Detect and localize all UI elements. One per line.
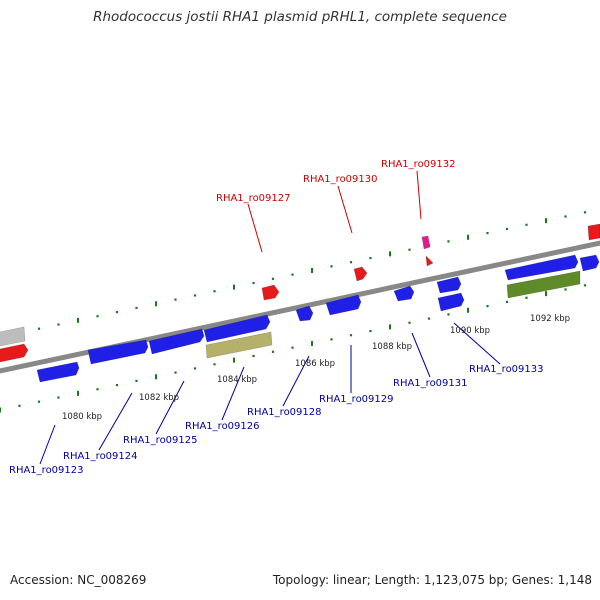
gene-ro09126-cds[interactable]	[203, 314, 271, 343]
gene-ro09127-cds[interactable]	[261, 284, 280, 301]
reverse-gene-label[interactable]: RHA1_ro09123	[9, 465, 84, 476]
axis-tick-label: 1088 kbp	[372, 342, 412, 352]
khaki-feature	[205, 331, 273, 359]
reverse-gene-callout-line	[39, 424, 56, 465]
sequence-summary: Topology: linear; Length: 1,123,075 bp; …	[272, 573, 592, 587]
reverse-gene-callout-line	[411, 332, 431, 378]
gene-ro09131-cds[interactable]	[393, 285, 415, 302]
gene-ro09123-cds[interactable]	[36, 361, 80, 383]
gene-ro09125-cds[interactable]	[148, 328, 205, 355]
axis-tick-label: 1086 kbp	[295, 359, 335, 369]
olive-feature	[506, 270, 581, 299]
reverse-gene-callout-line	[282, 355, 310, 407]
forward-gene-callout-line	[247, 203, 263, 253]
forward-gene-label[interactable]: RHA1_ro09130	[303, 174, 378, 185]
upper-tick-track	[0, 211, 587, 340]
reverse-gene-label[interactable]: RHA1_ro09129	[319, 394, 394, 405]
gene-right-red-cds[interactable]	[587, 223, 600, 241]
lower-tick-track	[0, 284, 587, 413]
reverse-gene-label[interactable]: RHA1_ro09125	[123, 435, 198, 446]
gene-edge-cds[interactable]	[579, 254, 600, 272]
forward-gene-callout-line	[416, 170, 422, 220]
reverse-gene-callout-line	[98, 392, 133, 451]
reverse-gene-callout-line	[453, 322, 501, 365]
axis-tick-label: 1092 kbp	[530, 314, 570, 324]
forward-gene-callout-line	[337, 185, 353, 234]
magenta-feature	[421, 235, 431, 250]
reverse-gene-label[interactable]: RHA1_ro09124	[63, 451, 138, 462]
gene-ro09133b-cds[interactable]	[437, 292, 465, 312]
gene-ro09133-cds[interactable]	[436, 276, 462, 294]
axis-tick-label: 1080 kbp	[62, 412, 102, 422]
forward-gene-label[interactable]: RHA1_ro09127	[216, 193, 291, 204]
gene-ro09130-cds[interactable]	[353, 266, 368, 282]
reverse-gene-label[interactable]: RHA1_ro09128	[247, 407, 322, 418]
axis-tick-label: 1082 kbp	[139, 393, 179, 403]
reverse-gene-label[interactable]: RHA1_ro09133	[469, 364, 544, 375]
gene-ro09128-cds[interactable]	[295, 305, 314, 322]
gene-left-red-cds[interactable]	[0, 343, 29, 363]
axis-tick-label: 1084 kbp	[217, 375, 257, 385]
accession-label: Accession: NC_008269	[10, 573, 147, 587]
map-title: Rhodococcus jostii RHA1 plasmid pRHL1, c…	[93, 9, 507, 25]
reverse-gene-callout-line	[155, 380, 185, 435]
gene-ro09124-cds[interactable]	[87, 339, 149, 365]
gray-feature	[0, 326, 26, 347]
gene-right-cds[interactable]	[504, 254, 579, 281]
feature-track	[0, 223, 600, 383]
forward-gene-label[interactable]: RHA1_ro09132	[381, 159, 456, 170]
gene-ro09129-cds[interactable]	[325, 294, 362, 316]
axis-tick-labels: 1080 kbp 1082 kbp 1084 kbp 1086 kbp 1088 kbp…	[62, 314, 570, 422]
reverse-gene-label[interactable]: RHA1_ro09126	[185, 421, 260, 432]
gene-callout-lines	[39, 170, 501, 465]
reverse-gene-label[interactable]: RHA1_ro09131	[393, 378, 468, 389]
reverse-gene-callout-line	[221, 366, 245, 421]
gene-ro09132-cds[interactable]	[425, 255, 434, 267]
axis-tick-label: 1090 kbp	[450, 326, 490, 336]
